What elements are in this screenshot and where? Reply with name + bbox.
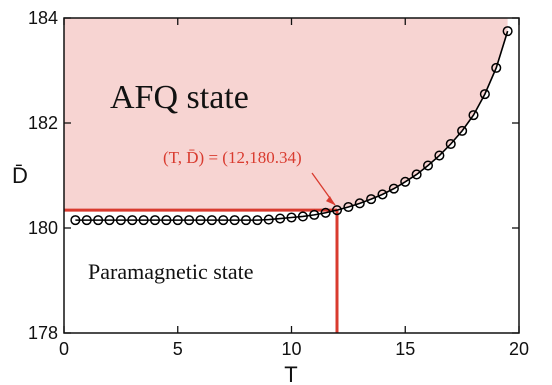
y-tick-label: 180 <box>28 218 58 238</box>
data-point <box>206 215 217 226</box>
data-point <box>434 150 445 161</box>
x-tick-label: 0 <box>59 339 69 359</box>
data-point <box>343 201 354 213</box>
y-tick-label: 184 <box>28 8 58 28</box>
critical-point-annotation: (T, D̄) = (12,180.34) <box>163 148 302 167</box>
data-point <box>502 26 513 37</box>
data-point <box>263 214 274 225</box>
data-point <box>195 215 206 226</box>
x-tick-label: 20 <box>509 339 529 359</box>
data-point <box>286 212 297 223</box>
data-point <box>479 89 490 100</box>
data-point <box>491 62 502 73</box>
paramagnetic-region-label: Paramagnetic state <box>88 259 254 284</box>
data-point <box>366 194 377 205</box>
data-point <box>309 209 320 220</box>
data-point <box>161 215 172 226</box>
data-point <box>138 215 149 226</box>
data-point <box>93 215 104 226</box>
data-point <box>70 215 81 226</box>
annotation-arrow-head <box>326 196 335 206</box>
data-point <box>218 215 229 226</box>
data-point <box>275 213 286 224</box>
afq-region-fill <box>64 18 508 211</box>
data-point <box>445 138 456 150</box>
data-point <box>104 215 115 226</box>
y-tick-label: 182 <box>28 113 58 133</box>
y-axis-label: D̄ <box>12 163 28 188</box>
afq-region-label: AFQ state <box>110 79 249 116</box>
data-point <box>422 160 434 171</box>
data-point <box>400 176 411 187</box>
data-point <box>354 198 365 209</box>
afq-region-layer <box>64 18 508 211</box>
data-point <box>149 215 161 226</box>
x-axis-label: T <box>284 362 297 385</box>
x-tick-label: 10 <box>281 339 301 359</box>
data-point <box>184 215 195 226</box>
y-tick-label: 178 <box>28 323 58 343</box>
data-point <box>320 207 331 218</box>
data-point <box>388 183 399 194</box>
data-point <box>331 205 343 216</box>
data-point <box>172 215 183 226</box>
data-point <box>81 215 92 226</box>
data-point <box>411 169 422 180</box>
data-series-layer <box>70 26 513 226</box>
axes-layer: 0 5 10 15 20 178 180 182 184 <box>28 8 529 359</box>
data-point <box>377 189 388 200</box>
data-point <box>229 215 240 226</box>
x-tick-label: 15 <box>395 339 415 359</box>
data-point <box>468 110 479 121</box>
highlight-lines-layer <box>64 172 339 333</box>
x-tick-label: 5 <box>173 339 183 359</box>
data-point <box>115 215 126 226</box>
data-point <box>127 215 138 226</box>
data-point <box>240 215 252 226</box>
data-point <box>457 125 468 136</box>
data-point <box>297 211 308 222</box>
data-point <box>252 215 263 226</box>
